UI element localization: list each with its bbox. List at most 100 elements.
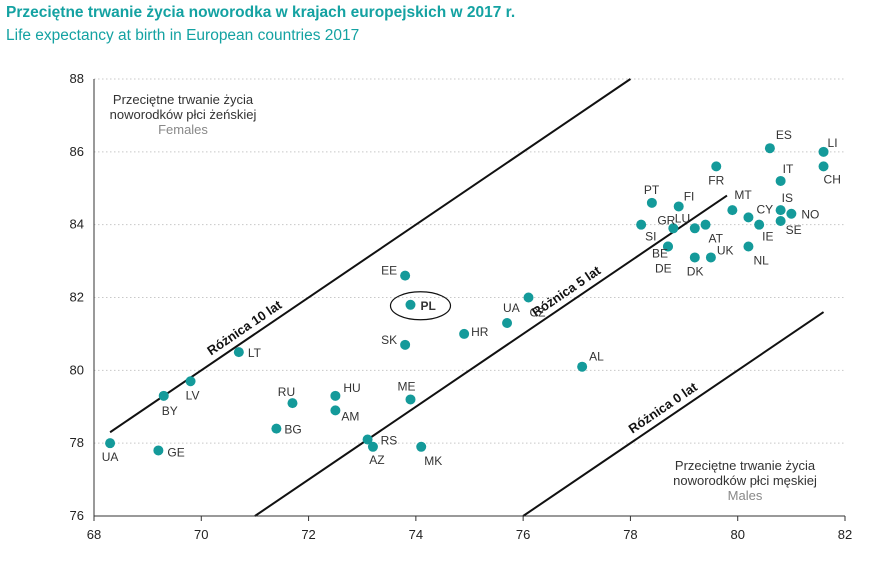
point-label-ch-41: CH bbox=[824, 172, 841, 186]
point-label-no-39: NO bbox=[801, 208, 819, 222]
y-axis-caption: Przeciętne trwanie życia noworodków płci… bbox=[110, 92, 257, 137]
reference-line-10 bbox=[109, 78, 631, 434]
point-ee-13 bbox=[400, 270, 411, 281]
point-label-ua-17: UA bbox=[503, 301, 520, 315]
point-label-al-19: AL bbox=[589, 350, 604, 364]
point-ru-5 bbox=[287, 398, 298, 409]
point-label-it-36: IT bbox=[783, 162, 794, 176]
point-label-ua-0: UA bbox=[102, 450, 119, 464]
point-no-39 bbox=[786, 208, 797, 219]
point-de-25 bbox=[662, 241, 673, 252]
point-az-10 bbox=[367, 441, 378, 452]
reference-line-5 bbox=[254, 194, 728, 517]
y-tick-label-80: 80 bbox=[70, 362, 84, 377]
point-label-by-2: BY bbox=[162, 404, 178, 418]
y-tick-label-88: 88 bbox=[70, 71, 84, 86]
point-at-27 bbox=[700, 219, 711, 230]
point-label-cz-18: CZ bbox=[530, 306, 546, 320]
point-label-is-37: IS bbox=[782, 191, 793, 205]
point-hu-7 bbox=[330, 390, 341, 401]
point-labels: UA GE BY LV LT RU BG HU AM RS AZ MK ME EE PL SK HR UA CZ AL… bbox=[102, 128, 841, 468]
point-label-hu-7: HU bbox=[343, 381, 360, 395]
reference-line-0 bbox=[522, 311, 825, 517]
point-label-es-35: ES bbox=[776, 128, 792, 142]
point-es-35 bbox=[764, 143, 775, 154]
point-label-ee-13: EE bbox=[381, 264, 397, 278]
point-dk-29 bbox=[689, 252, 700, 263]
reference-line-label-0: Różnica 0 lat bbox=[626, 379, 701, 436]
point-label-nl-33: NL bbox=[753, 254, 769, 268]
grid-lines bbox=[94, 78, 845, 444]
point-mt-31 bbox=[727, 205, 738, 216]
x-tick-label-76: 76 bbox=[516, 527, 530, 542]
x-axis-caption: Przeciętne trwanie życia noworodków płci… bbox=[673, 458, 817, 503]
point-label-pt-20: PT bbox=[644, 183, 660, 197]
point-label-pl-14: PL bbox=[420, 299, 435, 313]
point-label-lv-3: LV bbox=[186, 388, 200, 402]
point-al-19 bbox=[577, 361, 588, 372]
point-label-si-23: SI bbox=[645, 230, 656, 244]
point-ua-17 bbox=[502, 317, 513, 328]
point-label-rs-9: RS bbox=[381, 434, 398, 448]
point-label-li-40: LI bbox=[828, 136, 838, 150]
point-hr-16 bbox=[459, 328, 470, 339]
x-tick-label-78: 78 bbox=[623, 527, 637, 542]
x-axis-title-line2: noworodków płci męskiej bbox=[673, 473, 817, 488]
point-pl-14 bbox=[405, 299, 416, 310]
point-ch-41 bbox=[818, 161, 829, 172]
point-uk-30 bbox=[705, 252, 716, 263]
point-lv-3 bbox=[185, 376, 196, 387]
point-by-2 bbox=[158, 390, 169, 401]
point-me-12 bbox=[405, 394, 416, 405]
axes: 76 78 80 82 84 86 88 68 70 72 74 76 78 80 82 bbox=[70, 71, 853, 542]
point-label-cy-32: CY bbox=[756, 202, 773, 216]
point-ua-0 bbox=[105, 438, 116, 449]
point-lt-4 bbox=[233, 347, 244, 358]
point-label-me-12: ME bbox=[397, 379, 415, 393]
point-label-de-25: DE bbox=[655, 262, 672, 276]
point-label-at-27: AT bbox=[709, 232, 724, 246]
point-label-sk-15: SK bbox=[381, 333, 397, 347]
x-tick-label-68: 68 bbox=[87, 527, 101, 542]
y-axis-title-line2: noworodków płci żeńskiej bbox=[110, 107, 257, 122]
y-tick-label-86: 86 bbox=[70, 144, 84, 159]
chart-title: Przeciętne trwanie życia noworodka w kra… bbox=[6, 4, 516, 21]
x-tick-label-72: 72 bbox=[301, 527, 315, 542]
point-am-8 bbox=[330, 405, 341, 416]
y-axis-title-line1: Przeciętne trwanie życia bbox=[113, 92, 254, 107]
point-it-36 bbox=[775, 175, 786, 186]
x-tick-label-70: 70 bbox=[194, 527, 208, 542]
point-label-fr-28: FR bbox=[708, 173, 724, 187]
point-fr-28 bbox=[711, 161, 722, 172]
x-tick-label-82: 82 bbox=[838, 527, 852, 542]
y-tick-label-82: 82 bbox=[70, 290, 84, 305]
x-tick-label-74: 74 bbox=[409, 527, 423, 542]
point-rs-9 bbox=[362, 434, 373, 445]
y-tick-label-76: 76 bbox=[70, 508, 84, 523]
pl-highlight-ellipse bbox=[389, 291, 452, 321]
point-fi-21 bbox=[673, 201, 684, 212]
point-label-uk-30: UK bbox=[717, 243, 734, 257]
point-label-fi-21: FI bbox=[684, 189, 695, 203]
point-si-23 bbox=[636, 219, 647, 230]
point-nl-33 bbox=[743, 241, 754, 252]
point-label-gr-22: GR bbox=[657, 213, 675, 227]
y-axis-title-en: Females bbox=[158, 122, 208, 137]
point-label-ru-5: RU bbox=[278, 385, 295, 399]
point-se-38 bbox=[775, 216, 786, 227]
y-tick-label-84: 84 bbox=[70, 217, 84, 232]
point-label-mt-31: MT bbox=[734, 188, 752, 202]
reference-line-label-10: Różnica 10 lat bbox=[204, 297, 285, 358]
point-label-am-8: AM bbox=[341, 409, 359, 423]
point-label-dk-29: DK bbox=[687, 264, 704, 278]
point-gr-22 bbox=[668, 223, 679, 234]
point-li-40 bbox=[818, 146, 829, 157]
point-is-37 bbox=[775, 205, 786, 216]
data-points bbox=[105, 143, 829, 456]
point-cz-18 bbox=[523, 292, 534, 303]
x-axis-title-line1: Przeciętne trwanie życia bbox=[675, 458, 816, 473]
point-bg-6 bbox=[271, 423, 282, 434]
point-sk-15 bbox=[400, 339, 411, 350]
point-label-ie-34: IE bbox=[762, 230, 773, 244]
